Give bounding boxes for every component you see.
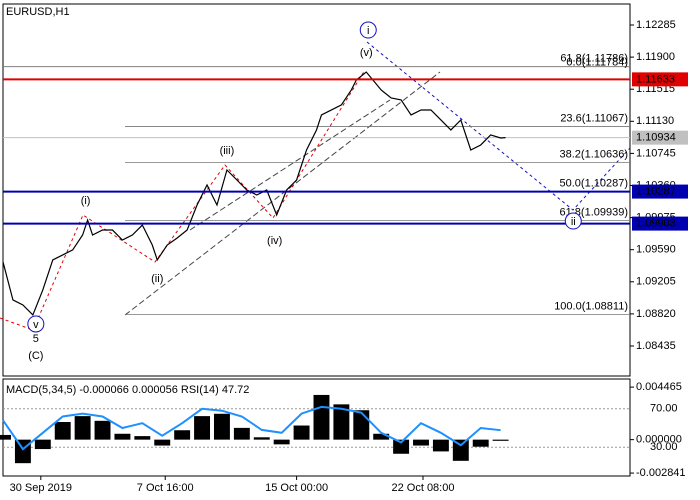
macd-bar (333, 404, 350, 440)
macd-bar (154, 439, 171, 446)
macd-bar (114, 433, 131, 440)
rsi-line (2, 405, 501, 451)
wave-label: 5 (33, 333, 39, 345)
wave-label: (iii) (220, 145, 235, 157)
last-price-label: 1.10934 (636, 132, 676, 144)
macd-bar (492, 439, 509, 441)
wave-label: (C) (28, 350, 43, 362)
x-tick-label: 7 Oct 16:00 (137, 482, 194, 494)
y-tick-label: 1.11900 (636, 51, 675, 63)
level-label: 1.09903 (636, 218, 676, 230)
macd-bar (452, 439, 469, 461)
y-tick-label: 1.09205 (636, 276, 676, 288)
macd-bar (174, 430, 191, 440)
price-panel (2, 3, 631, 377)
fib-label: 23.6(1.11067) (560, 112, 628, 124)
y-tick-label: 1.08820 (636, 308, 676, 320)
macd-bar (54, 422, 71, 440)
level-label: 1.11633 (636, 73, 675, 85)
wave-label: (ii) (151, 273, 163, 285)
wave-circle (564, 212, 582, 230)
macd-bar (432, 439, 449, 452)
wave-circle (27, 315, 45, 333)
y-tick-label: 1.11130 (636, 115, 674, 127)
macd-bar (373, 433, 390, 440)
level-label: 1.10287 (636, 185, 676, 197)
price-line (2, 71, 506, 317)
last-price-box (632, 130, 688, 145)
wave-circle (359, 21, 377, 39)
macd-bar (34, 439, 51, 450)
macd-bar (194, 416, 211, 440)
macd-bar (74, 416, 91, 440)
macd-bar (273, 439, 290, 445)
macd-bar (213, 413, 230, 440)
wave-label: (i) (81, 195, 91, 207)
level-box (632, 72, 688, 87)
fib-label: 38.2(1.10636) (560, 148, 629, 160)
trend-line (189, 99, 391, 231)
indicator-title: MACD(5,34,5) -0.000066 0.000056 RSI(14) … (6, 384, 249, 396)
y2-tick-label: 70.00 (650, 403, 678, 415)
fib-label: 50.0(1.10287) (560, 177, 629, 189)
wave-label: (iv) (267, 235, 282, 247)
macd-bar (472, 439, 489, 447)
y-tick-label: 1.09590 (636, 244, 676, 256)
macd-bar (0, 434, 11, 440)
x-tick-label: 15 Oct 00:00 (265, 482, 328, 494)
chart-title: EURUSD,H1 (6, 6, 70, 18)
macd-bar (253, 437, 270, 440)
fib-label: 100.0(1.08811) (554, 301, 628, 313)
macd-bar (14, 439, 31, 464)
wave-line (0, 69, 366, 331)
trend-line (124, 71, 441, 316)
y-tick-label: 0.000000 (636, 434, 682, 446)
fib-label: 0.0(1.11784) (566, 57, 628, 69)
macd-bar (353, 410, 370, 440)
macd-bar (313, 394, 330, 440)
x-tick-label: 22 Oct 08:00 (391, 482, 454, 494)
wave-label: i (367, 25, 369, 37)
fib-label: 61.8(1.11786) (560, 53, 628, 65)
macd-bar (134, 436, 151, 440)
y-tick-label: 1.10745 (636, 147, 676, 159)
wave-label: v (33, 319, 39, 331)
macd-bar (233, 427, 250, 440)
macd-bar (393, 439, 410, 454)
level-box (632, 216, 688, 231)
macd-bar (293, 425, 310, 440)
x-tick-label: 30 Sep 2019 (10, 482, 72, 494)
y2-tick-label: 30.00 (650, 441, 678, 453)
y-tick-label: 1.12285 (636, 19, 676, 31)
macd-bar (94, 420, 111, 440)
macd-bar (413, 439, 429, 446)
wave-label: (v) (360, 47, 373, 59)
y-tick-label: 0.004465 (636, 381, 682, 393)
wave-line (366, 41, 631, 211)
level-box (632, 184, 688, 199)
y-tick-label: 1.08435 (636, 340, 676, 352)
y-tick-label: -0.002841 (636, 467, 686, 479)
wave-label: ii (571, 216, 576, 228)
